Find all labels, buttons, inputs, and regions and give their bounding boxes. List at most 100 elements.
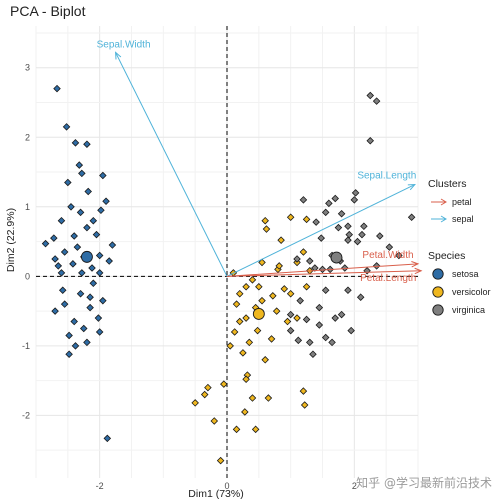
data-point-versicolor xyxy=(235,289,244,298)
data-point-setosa xyxy=(54,262,63,270)
data-point-versicolor xyxy=(286,289,295,298)
data-point-versicolor xyxy=(283,317,292,326)
data-point-setosa xyxy=(108,241,117,249)
centroid-setosa xyxy=(80,250,93,263)
data-point-setosa xyxy=(67,203,75,211)
data-point-versicolor xyxy=(242,283,250,291)
data-point-setosa xyxy=(57,269,66,277)
data-point-virginica xyxy=(315,321,324,329)
data-point-virginica xyxy=(356,293,365,301)
data-point-virginica xyxy=(306,338,314,347)
data-point-versicolor xyxy=(200,390,209,399)
data-point-versicolor xyxy=(300,401,309,409)
arrow-label-Sepal.Length: Sepal.Length xyxy=(357,171,416,182)
data-point-virginica xyxy=(296,296,304,305)
data-point-virginica xyxy=(344,236,352,244)
y-tick-label: 0 xyxy=(25,271,30,281)
data-point-virginica xyxy=(334,223,343,232)
data-point-setosa xyxy=(103,434,112,443)
data-point-setosa xyxy=(99,171,107,180)
chart-title: PCA - Biplot xyxy=(10,3,86,19)
data-point-versicolor xyxy=(272,307,281,315)
data-point-versicolor xyxy=(299,248,308,256)
data-point-versicolor xyxy=(239,349,247,357)
data-point-virginica xyxy=(376,232,384,240)
data-point-versicolor xyxy=(204,383,212,392)
data-point-virginica xyxy=(360,222,368,231)
arrow-Petal.Width xyxy=(226,263,419,277)
data-point-virginica xyxy=(358,230,366,239)
data-point-versicolor xyxy=(262,225,271,233)
legend-label-setosa: setosa xyxy=(452,269,479,279)
data-point-versicolor xyxy=(302,215,311,224)
arrow-label-Petal.Length: Petal.Length xyxy=(360,273,416,284)
data-point-virginica xyxy=(318,265,327,274)
legend-key-virginica xyxy=(432,304,444,316)
legend-key-head-petal xyxy=(440,198,447,206)
data-point-setosa xyxy=(95,269,104,277)
x-axis-title: Dim1 (73%) xyxy=(188,488,243,500)
data-point-setosa xyxy=(97,206,105,215)
data-point-setosa xyxy=(95,251,104,260)
data-point-setosa xyxy=(76,208,85,217)
data-point-virginica xyxy=(337,310,346,319)
data-point-setosa xyxy=(73,243,82,251)
data-point-virginica xyxy=(407,213,416,221)
data-point-setosa xyxy=(51,307,59,315)
data-point-setosa xyxy=(57,216,66,225)
data-point-virginica xyxy=(325,199,333,208)
data-point-virginica xyxy=(351,189,360,197)
data-point-setosa xyxy=(78,169,86,178)
legend-species-title: Species xyxy=(428,250,465,262)
data-point-versicolor xyxy=(253,326,262,335)
data-point-versicolor xyxy=(245,338,254,347)
data-point-setosa xyxy=(76,289,85,298)
data-point-virginica xyxy=(299,196,308,204)
data-point-versicolor xyxy=(275,262,283,270)
data-point-versicolor xyxy=(261,216,269,225)
data-point-virginica xyxy=(366,136,375,145)
data-point-versicolor xyxy=(235,317,244,326)
data-point-versicolor xyxy=(191,399,199,407)
data-point-setosa xyxy=(71,342,80,350)
data-point-setosa xyxy=(70,317,78,326)
data-point-setosa xyxy=(99,296,107,305)
data-point-virginica xyxy=(344,222,352,231)
data-point-virginica xyxy=(321,333,330,342)
data-points xyxy=(41,84,416,465)
data-point-setosa xyxy=(94,314,103,322)
data-point-setosa xyxy=(78,269,86,277)
watermark: 知乎 @学习最新前沿技术 xyxy=(356,475,492,490)
data-point-virginica xyxy=(337,209,346,218)
data-point-virginica xyxy=(331,194,339,203)
data-point-versicolor xyxy=(299,387,308,395)
species-centroids xyxy=(80,250,343,320)
centroid-virginica xyxy=(330,251,343,264)
x-tick-label: 0 xyxy=(224,481,229,491)
data-point-virginica xyxy=(331,314,339,322)
data-point-virginica xyxy=(372,97,381,105)
arrow-Petal.Length xyxy=(226,270,422,277)
arrowhead-Sepal.Length xyxy=(407,183,416,191)
arrow-label-Sepal.Width: Sepal.Width xyxy=(97,39,151,50)
arrow-Sepal.Length xyxy=(226,184,416,277)
data-point-virginica xyxy=(312,218,320,226)
data-point-setosa xyxy=(62,123,71,131)
data-point-versicolor xyxy=(269,292,277,300)
legend: Clusters Species petal sepal setosa versico… xyxy=(428,178,491,316)
data-point-versicolor xyxy=(251,425,260,434)
data-point-setosa xyxy=(71,139,80,147)
data-point-setosa xyxy=(60,248,69,256)
data-point-setosa xyxy=(83,338,91,347)
data-point-setosa xyxy=(51,255,59,263)
legend-label-petal: petal xyxy=(452,197,472,207)
data-point-versicolor xyxy=(242,375,250,384)
data-point-setosa xyxy=(64,178,72,187)
data-point-setosa xyxy=(70,232,78,240)
data-point-setosa xyxy=(102,197,110,206)
legend-label-versicolor: versicolor xyxy=(452,287,491,297)
x-tick-label: -2 xyxy=(96,481,104,491)
data-point-virginica xyxy=(353,237,362,246)
data-point-virginica xyxy=(344,286,352,295)
